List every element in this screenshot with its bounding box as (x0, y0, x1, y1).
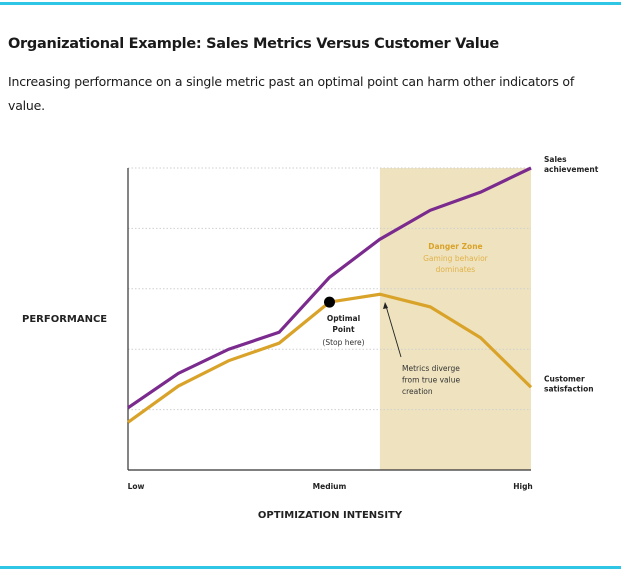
x-tick-label: Medium (313, 482, 347, 491)
x-tick-label: Low (128, 482, 145, 491)
page-title: Organizational Example: Sales Metrics Ve… (8, 36, 499, 52)
x-tick-label: High (513, 482, 533, 491)
danger-zone-text: dominates (436, 265, 476, 274)
series-label: satisfaction (544, 384, 594, 393)
series-label: achievement (544, 165, 599, 174)
annotation-arrow-head (383, 302, 388, 309)
annotation-text: from true value (402, 376, 460, 385)
danger-zone-text: Gaming behavior (423, 254, 489, 263)
danger-zone-title: Danger Zone (428, 242, 482, 251)
annotation-arrow-line (385, 305, 402, 358)
top-rule (0, 2, 621, 5)
series-label: Sales (544, 155, 567, 164)
annotation-text: creation (402, 387, 433, 396)
bottom-rule (0, 566, 621, 569)
annotation-text: Metrics diverge (402, 364, 460, 373)
y-axis-label: PERFORMANCE (22, 314, 107, 325)
optimal-point-label: Point (332, 325, 355, 334)
x-axis-label: OPTIMIZATION INTENSITY (258, 510, 403, 521)
optimal-point-label: Optimal (327, 314, 360, 323)
optimal-point-marker (324, 296, 335, 308)
series-label: Customer (544, 374, 585, 383)
page-subtitle: Increasing performance on a single metri… (8, 74, 575, 113)
optimal-point-note: (Stop here) (322, 338, 364, 347)
danger-zone (379, 168, 531, 470)
